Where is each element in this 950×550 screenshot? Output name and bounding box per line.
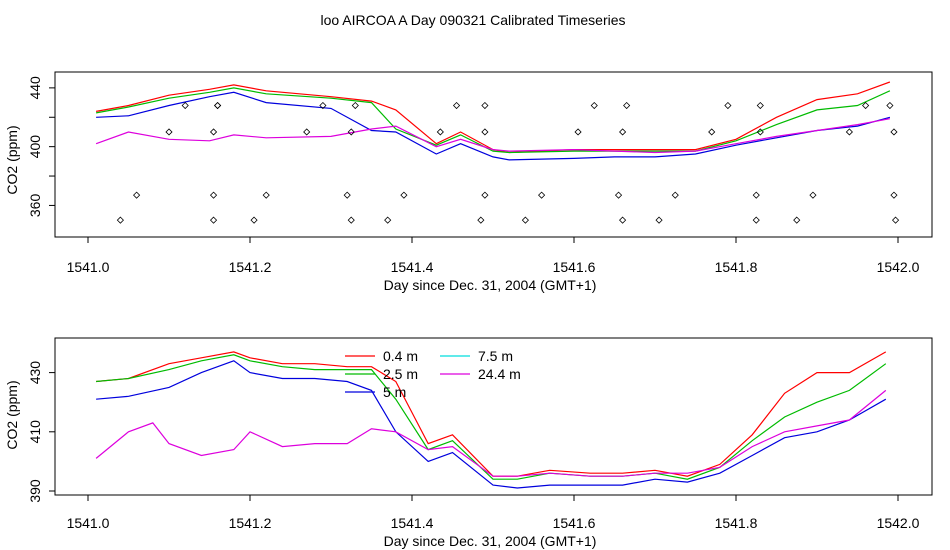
marker-point bbox=[351, 101, 359, 110]
marker-point bbox=[436, 128, 444, 136]
series-line bbox=[96, 360, 887, 489]
marker-point bbox=[347, 128, 355, 136]
y-tick-label: 430 bbox=[27, 361, 43, 385]
legend-label: 2.5 m bbox=[383, 366, 418, 382]
legend-label: 5 m bbox=[383, 384, 406, 400]
panel-top: 1541.0 1541.2 1541.4 1541.6 1541.8 1542.0 360 4… bbox=[4, 71, 933, 293]
marker-point bbox=[214, 101, 222, 110]
marker-point bbox=[319, 101, 327, 110]
marker-point bbox=[623, 101, 631, 110]
marker-point bbox=[303, 128, 311, 136]
marker-point bbox=[845, 128, 853, 136]
marker-point bbox=[756, 128, 764, 136]
x-tick-label: 1541.4 bbox=[391, 259, 434, 275]
marker-point bbox=[384, 216, 392, 224]
marker-point bbox=[347, 216, 355, 224]
y-axis-label-top: CO2 (ppm) bbox=[4, 125, 20, 194]
chart-title: loo AIRCOA A Day 090321 Calibrated Times… bbox=[320, 12, 625, 28]
series-line bbox=[95, 81, 891, 154]
series-line bbox=[96, 354, 887, 480]
x-tick-label: 1541.0 bbox=[67, 259, 110, 275]
x-tick-label: 1541.8 bbox=[715, 259, 758, 275]
marker-point bbox=[862, 101, 870, 110]
marker-point bbox=[574, 128, 582, 136]
series-group-bottom bbox=[95, 351, 887, 489]
marker-point bbox=[521, 216, 529, 224]
marker-point bbox=[214, 101, 222, 110]
marker-point bbox=[793, 216, 801, 224]
series-group-top bbox=[95, 81, 891, 161]
legend: 0.4 m 2.5 m 5 m 7.5 m 24.4 m bbox=[345, 348, 521, 400]
series-line bbox=[95, 389, 887, 477]
marker-point bbox=[890, 191, 898, 199]
marker-point bbox=[752, 191, 760, 199]
x-tick-label: 1541.6 bbox=[553, 515, 596, 531]
marker-point bbox=[890, 128, 898, 136]
legend-label: 7.5 m bbox=[478, 348, 513, 364]
x-axis-label-top: Day since Dec. 31, 2004 (GMT+1) bbox=[384, 277, 597, 293]
x-tick-label: 1542.0 bbox=[877, 515, 920, 531]
marker-point bbox=[756, 101, 764, 110]
x-axis-label-bottom: Day since Dec. 31, 2004 (GMT+1) bbox=[384, 533, 597, 549]
marker-point bbox=[619, 216, 627, 224]
series-line bbox=[96, 351, 887, 477]
marker-point bbox=[250, 216, 258, 224]
marker-point bbox=[209, 191, 218, 199]
marker-point bbox=[209, 216, 218, 224]
marker-point bbox=[481, 101, 489, 110]
plot-frame-bottom bbox=[54, 337, 933, 496]
marker-point bbox=[481, 191, 489, 199]
marker-point bbox=[343, 191, 351, 199]
marker-point bbox=[655, 216, 663, 224]
x-tick-label: 1541.2 bbox=[229, 515, 272, 531]
y-tick-label: 400 bbox=[27, 135, 43, 159]
marker-point bbox=[481, 128, 489, 136]
y-tick-label: 440 bbox=[27, 76, 43, 100]
marker-point bbox=[724, 101, 732, 110]
legend-label: 24.4 m bbox=[478, 366, 521, 382]
y-tick-label: 360 bbox=[27, 194, 43, 218]
marker-point bbox=[477, 216, 485, 224]
marker-point bbox=[209, 128, 218, 136]
marker-point bbox=[809, 191, 817, 199]
x-tick-label: 1542.0 bbox=[877, 259, 920, 275]
marker-point bbox=[165, 128, 173, 136]
y-axis-label-bottom: CO2 (ppm) bbox=[4, 380, 20, 449]
marker-point bbox=[133, 191, 141, 199]
marker-point bbox=[619, 128, 627, 136]
marker-point bbox=[400, 191, 408, 199]
plot-frame-top bbox=[54, 71, 933, 238]
marker-point bbox=[538, 191, 546, 199]
panel-bottom: 1541.0 1541.2 1541.4 1541.6 1541.8 1542.0 390 4… bbox=[4, 337, 933, 549]
series-line bbox=[95, 87, 891, 154]
marker-point bbox=[752, 216, 760, 224]
marker-point bbox=[708, 128, 716, 136]
markers-group-top bbox=[116, 101, 900, 224]
x-tick-label: 1541.6 bbox=[553, 259, 596, 275]
series-line bbox=[96, 91, 891, 161]
y-tick-label: 390 bbox=[27, 479, 43, 503]
marker-point bbox=[116, 216, 124, 224]
marker-point bbox=[452, 101, 461, 110]
marker-point bbox=[671, 191, 679, 199]
marker-point bbox=[886, 101, 894, 110]
marker-point bbox=[181, 101, 189, 110]
series-line bbox=[95, 118, 891, 154]
marker-point bbox=[590, 101, 598, 110]
x-tick-label: 1541.0 bbox=[67, 515, 110, 531]
x-tick-label: 1541.8 bbox=[715, 515, 758, 531]
marker-point bbox=[892, 216, 900, 224]
axes-bottom: 1541.0 1541.2 1541.4 1541.6 1541.8 1542.0 390 4… bbox=[27, 361, 920, 531]
legend-label: 0.4 m bbox=[383, 348, 418, 364]
y-tick-label: 410 bbox=[27, 420, 43, 444]
x-tick-label: 1541.4 bbox=[391, 515, 434, 531]
x-tick-label: 1541.2 bbox=[229, 259, 272, 275]
marker-point bbox=[262, 191, 270, 199]
axes-top: 1541.0 1541.2 1541.4 1541.6 1541.8 1542.0 360 4… bbox=[27, 76, 920, 275]
marker-point bbox=[614, 191, 623, 199]
